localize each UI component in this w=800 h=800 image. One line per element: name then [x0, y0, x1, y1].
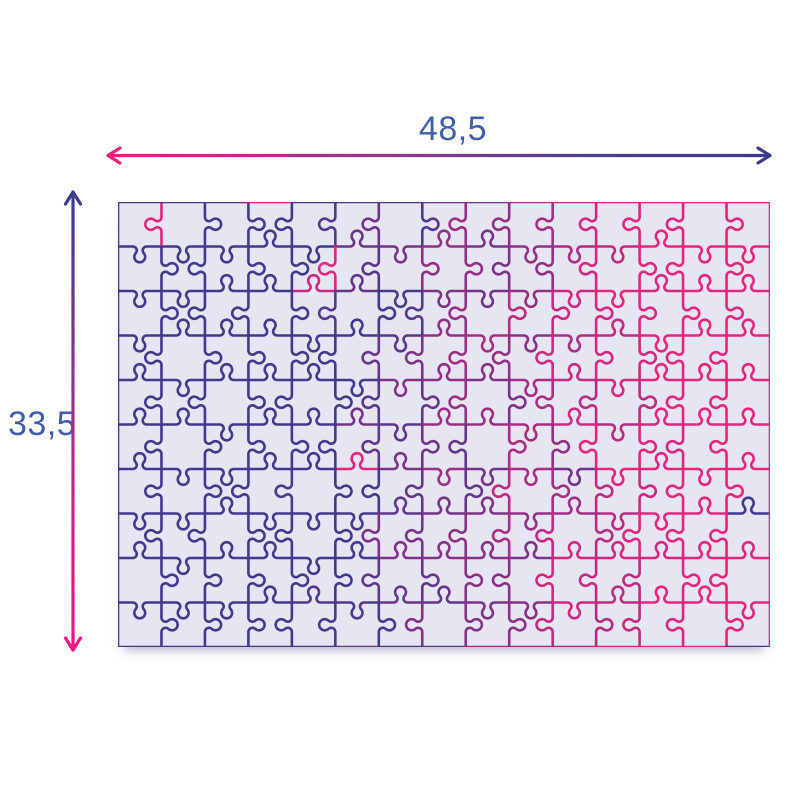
puzzle-pieces-graphic — [118, 202, 770, 647]
height-dimension-label: 33,5 — [8, 405, 77, 443]
puzzle-preview — [118, 202, 770, 647]
width-dimension-label: 48,5 — [418, 110, 488, 148]
width-dimension-arrow — [106, 146, 772, 165]
